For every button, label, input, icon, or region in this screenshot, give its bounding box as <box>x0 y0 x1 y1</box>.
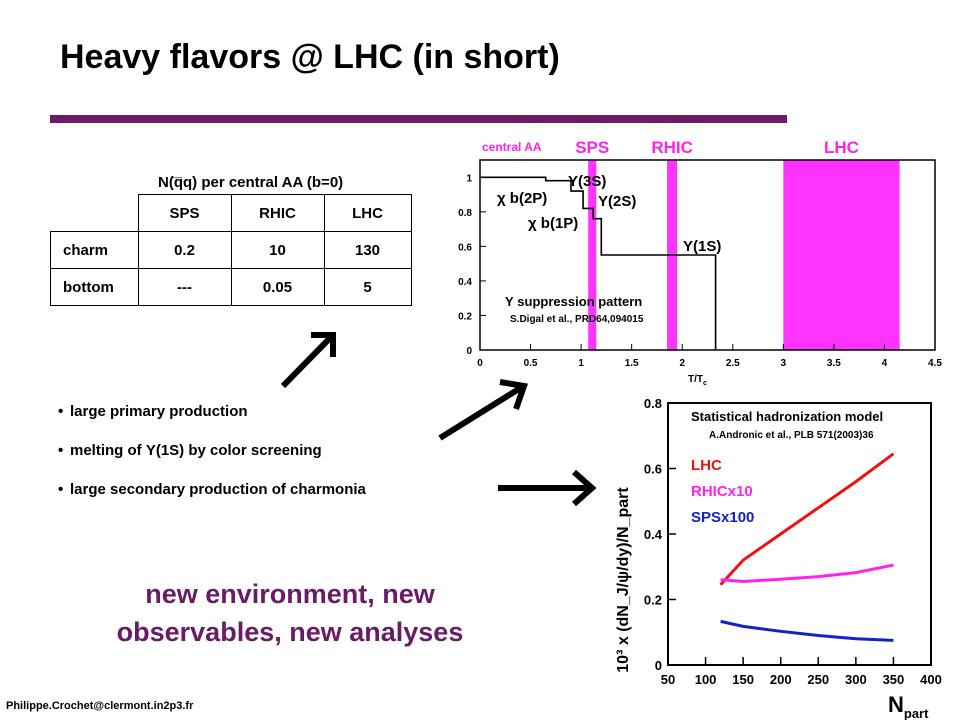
y-tick-label: 0 <box>655 658 662 673</box>
x-axis-label: Npart <box>888 692 929 720</box>
reference-text: S.Digal et al., PRD64,094015 <box>510 314 644 325</box>
table-title: N(q̅q) per central AA (b=0) <box>158 174 344 191</box>
annotation-ups2s: Υ(2S) <box>598 193 636 210</box>
y-tick-label: 0 <box>466 346 472 357</box>
header-label: central AA <box>482 140 542 154</box>
x-tick-label: 0.5 <box>524 358 538 369</box>
annotation-chib2p: χ b(2P) <box>497 190 547 207</box>
table-row: bottom --- 0.05 5 <box>50 268 412 306</box>
x-tick-label: 0 <box>477 358 483 369</box>
slide-title: Heavy flavors @ LHC (in short) <box>60 38 560 76</box>
x-tick-label: 1 <box>578 358 584 369</box>
x-tick-label: 200 <box>770 672 792 687</box>
arrowhead-icon <box>311 332 336 357</box>
band-label-lhc: LHC <box>824 138 859 157</box>
bullet-text: large secondary production of charmonia <box>70 481 366 498</box>
legend-entry-sps: SPSx100 <box>691 509 754 526</box>
arrowhead-icon <box>572 469 597 507</box>
table-cell: 130 <box>323 231 412 269</box>
y-tick-label: 1 <box>466 173 472 184</box>
x-axis-label: T/Tc <box>688 374 707 387</box>
y-tick-label: 0.6 <box>644 462 662 477</box>
reference-text: A.Andronic et al., PLB 571(2003)36 <box>709 430 874 441</box>
column-header: SPS <box>137 194 232 232</box>
bullet-text: large primary production <box>70 403 248 420</box>
production-table: SPS RHIC LHC charm 0.2 10 130 bottom ---… <box>50 194 412 306</box>
hadronization-chart: 50 100 150 200 250 300 350 400 0 0.2 0.4 0.6 0.8 Sta… <box>615 396 942 720</box>
y-tick-label: 0.8 <box>458 208 472 219</box>
x-tick-label: 150 <box>732 672 754 687</box>
x-tick-label: 4 <box>882 358 888 369</box>
tagline: new environment, new observables, new an… <box>40 575 540 651</box>
band-label-sps: SPS <box>575 138 609 157</box>
row-label: charm <box>50 231 139 269</box>
x-tick-label: 350 <box>883 672 905 687</box>
tagline-line: observables, new analyses <box>116 617 464 647</box>
y-tick-label: 0.2 <box>458 311 472 322</box>
bullet-item: • large primary production <box>58 403 248 420</box>
series-line-spsx100 <box>720 619 894 642</box>
y-tick-label: 0.2 <box>644 593 662 608</box>
bullet-item: • melting of Υ(1S) by color screening <box>58 442 322 459</box>
legend-entry-rhic: RHICx10 <box>691 483 753 500</box>
x-tick-label: 400 <box>920 672 942 687</box>
x-tick-label: 250 <box>807 672 829 687</box>
table-header-row: SPS RHIC LHC <box>50 194 412 232</box>
table-cell: 0.05 <box>230 268 325 306</box>
x-tick-label: 3 <box>781 358 787 369</box>
x-tick-label: 300 <box>845 672 867 687</box>
y-axis-label: 10³ x (dN_J/ψ/dy)/N_part <box>615 487 632 673</box>
plot-frame <box>479 159 936 351</box>
suppression-step-line <box>480 176 717 350</box>
series-line-rhicx10 <box>720 563 894 584</box>
x-tick-label: 3.5 <box>827 358 841 369</box>
x-tick-label: 100 <box>695 672 717 687</box>
annotation-chib1p: χ b(1P) <box>528 215 578 232</box>
upsilon-suppression-chart: 0 0.5 1 1.5 2 2.5 3 3.5 4 4.5 0 0.2 0.4 0.6 0.8 1 centr… <box>458 138 942 387</box>
legend-title: Υ suppression pattern <box>505 294 642 309</box>
band-lhc <box>783 160 900 350</box>
band-sps <box>588 160 597 350</box>
x-tick-label: 2.5 <box>726 358 740 369</box>
title-underline-bar <box>50 115 787 123</box>
legend-entry-lhc: LHC <box>691 457 722 474</box>
band-label-rhic: RHIC <box>651 138 693 157</box>
x-tick-label: 50 <box>661 672 675 687</box>
bullet-dot-icon: • <box>58 403 64 420</box>
bullet-item: • large secondary production of charmonia <box>58 481 366 498</box>
column-header: LHC <box>323 194 412 232</box>
x-tick-label: 2 <box>679 358 685 369</box>
arrow-up-right-icon <box>280 334 334 389</box>
bullet-dot-icon: • <box>58 442 64 459</box>
row-label: bottom <box>50 268 139 306</box>
x-tick-label: 1.5 <box>625 358 639 369</box>
y-tick-label: 0.8 <box>644 396 662 411</box>
table-cell: --- <box>137 268 232 306</box>
y-tick-label: 0.4 <box>644 527 663 542</box>
bullet-text: melting of Υ(1S) by color screening <box>70 442 322 459</box>
plot-frame <box>667 402 932 666</box>
bullet-dot-icon: • <box>58 481 64 498</box>
series-line-lhc <box>719 452 895 586</box>
table-cell: 5 <box>323 268 412 306</box>
y-tick-label: 0.4 <box>458 277 472 288</box>
annotation-ups1s: Υ(1S) <box>683 238 721 255</box>
annotation-ups3s: Υ(3S) <box>568 173 606 190</box>
x-tick-label: 4.5 <box>928 358 942 369</box>
table-row: charm 0.2 10 130 <box>50 231 412 269</box>
arrow-up-right-icon <box>438 384 524 441</box>
footer-email: Philippe.Crochet@clermont.in2p3.fr <box>6 700 194 712</box>
column-header: RHIC <box>230 194 325 232</box>
tagline-line: new environment, new <box>145 579 435 609</box>
arrowhead-icon <box>499 379 529 410</box>
y-tick-label: 0.6 <box>458 242 472 253</box>
model-title: Statistical hadronization model <box>691 409 883 424</box>
